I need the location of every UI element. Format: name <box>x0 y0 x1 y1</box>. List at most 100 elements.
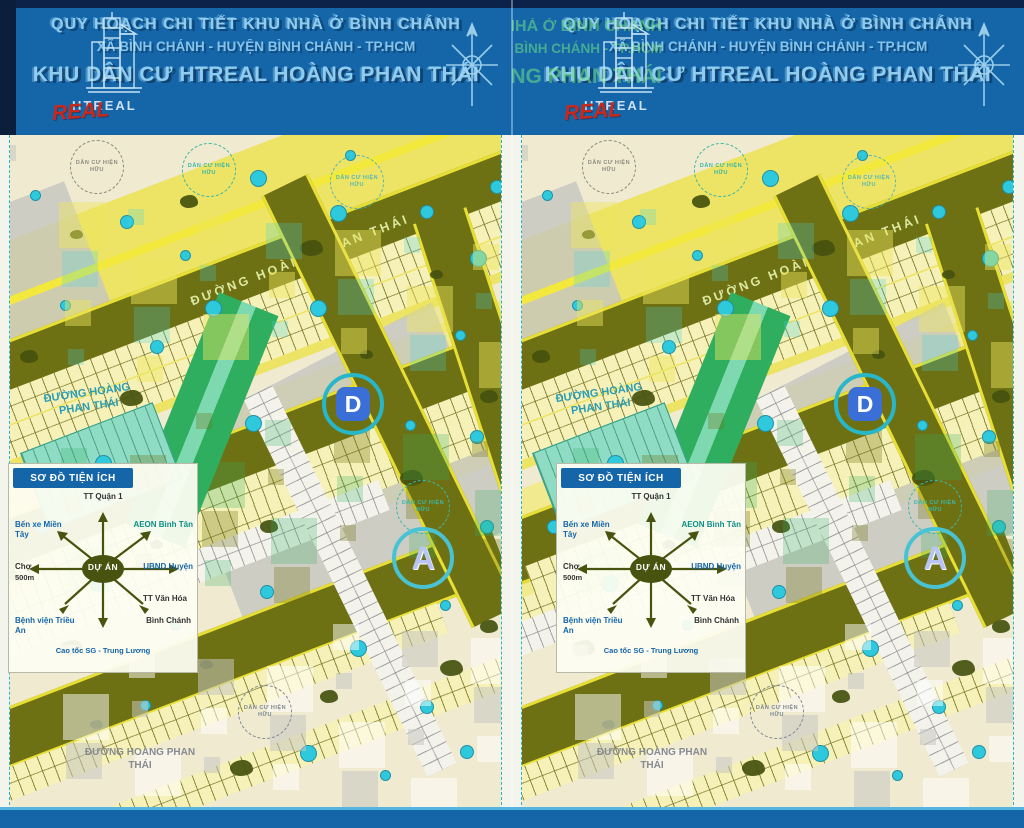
bush-icon <box>532 350 550 363</box>
logo-wordmark: HTREAL <box>72 98 137 113</box>
zone-circle: DÂN CƯ HIỆN HỮU <box>694 143 748 197</box>
project-marker: DỰ ÁN <box>87 562 119 572</box>
tree-icon <box>932 205 946 219</box>
compass-rose-icon <box>446 21 498 106</box>
zone-circle: DÂN CƯ HIỆN HỮU <box>182 143 236 197</box>
landmark-center-right: TT Văn Hóa <box>142 594 187 603</box>
title-line-1: QUY HOẠCH CHI TIẾT KHU NHÀ Ở BÌNH CHÁNH <box>563 16 973 33</box>
landmark-northwest: Bến xe Miền Tây <box>15 520 62 539</box>
tree-icon <box>972 745 986 759</box>
tree-icon <box>350 640 367 657</box>
glitch-tile <box>411 778 457 810</box>
bush-icon <box>180 195 198 208</box>
bush-icon <box>230 760 253 777</box>
bush-icon <box>742 760 765 777</box>
bush-icon <box>120 390 143 407</box>
tree-icon <box>917 420 928 431</box>
title-line-3: KHU DÂN CƯ HTREAL HOÀNG PHAN THÁI <box>32 63 480 86</box>
bush-icon <box>300 240 323 257</box>
bush-icon <box>20 350 38 363</box>
landmark-north: TT Quận 1 <box>83 492 123 501</box>
tree-icon <box>310 300 327 317</box>
landmark-southwest: Bệnh viện Triều An <box>563 616 623 635</box>
tree-icon <box>140 700 151 711</box>
landmark-west: Chợ <box>15 562 32 571</box>
glitch-tile <box>989 736 1015 762</box>
logo-accent-red: REAL <box>51 98 110 125</box>
landmark-northeast: AEON Bình Tân <box>133 520 193 529</box>
bush-icon <box>440 660 463 677</box>
bush-icon <box>480 390 498 403</box>
bush-icon <box>582 230 595 240</box>
bush-icon <box>360 350 373 360</box>
glitch-tile <box>923 778 969 810</box>
tree-icon <box>992 520 1006 534</box>
tree-icon <box>250 170 267 187</box>
project-marker: DỰ ÁN <box>635 562 667 572</box>
tree-icon <box>470 430 484 444</box>
poster-title: QUY HOẠCH CHI TIẾT KHU NHÀ Ở BÌNH CHÁNH … <box>30 16 482 87</box>
road-name-label-gray: ĐƯỜNG HOÀNG PHAN THÁI <box>84 747 196 771</box>
zone-circle: DÂN CƯ HIỆN HỮU <box>908 480 962 534</box>
tree-icon <box>245 415 262 432</box>
tree-icon <box>862 640 879 657</box>
bush-icon <box>200 660 213 670</box>
direction-arrows-icon <box>577 512 727 628</box>
zone-circle: DÂN CƯ HIỆN HỮU <box>330 155 384 209</box>
tree-icon <box>205 300 222 317</box>
developer-logo: HTREAL REAL <box>563 12 700 130</box>
tree-icon <box>260 585 274 599</box>
tree-icon <box>420 205 434 219</box>
bush-icon <box>942 270 955 280</box>
tree-icon <box>380 770 391 781</box>
tree-icon <box>542 190 553 201</box>
compass-rose-icon <box>958 21 1010 106</box>
direction-arrows-icon <box>29 512 179 628</box>
tree-icon <box>30 190 41 201</box>
bush-icon <box>872 350 885 360</box>
landmark-west-distance: 500m <box>15 573 35 582</box>
landmark-northwest: Bến xe Miền Tây <box>563 520 610 539</box>
bush-icon <box>430 270 443 280</box>
tree-icon <box>772 585 786 599</box>
tree-icon <box>460 745 474 759</box>
poster-panel: QUY HOẠCH CHI TIẾT KHU NHÀ Ở BÌNH CHÁNH … <box>512 0 1024 828</box>
tree-icon <box>180 250 191 261</box>
tree-icon <box>470 250 487 267</box>
tree-icon <box>405 420 416 431</box>
header-band: QUY HOẠCH CHI TIẾT KHU NHÀ Ở BÌNH CHÁNH … <box>512 0 1024 135</box>
bush-icon <box>632 390 655 407</box>
bush-icon <box>90 720 103 730</box>
landmark-south: Cao tốc SG - Trung Lương <box>603 646 699 655</box>
tree-icon <box>842 205 859 222</box>
zone-circle: DÂN CƯ HIỆN HỮU <box>750 685 804 739</box>
header-top-stripe <box>0 0 512 8</box>
edge-strip-right <box>501 135 512 810</box>
tree-icon <box>812 745 829 762</box>
landmark-southeast: Bình Chánh <box>146 616 191 625</box>
amenity-inset: SƠ ĐỒ TIỆN ÍCH DỰ ÁN TT Quận 1 Bến xe Mi… <box>556 463 746 673</box>
zone-circle: DÂN CƯ HIỆN HỮU <box>396 480 450 534</box>
landmark-east: UBND Huyện <box>143 562 193 571</box>
block-letter-a: A <box>904 527 966 589</box>
zone-circle: DÂN CƯ HIỆN HỮU <box>70 140 124 194</box>
tree-icon <box>892 770 903 781</box>
tree-icon <box>652 700 663 711</box>
bush-icon <box>772 520 790 533</box>
bush-icon <box>480 620 498 633</box>
title-line-3: KHU DÂN CƯ HTREAL HOÀNG PHAN THÁI <box>544 63 992 86</box>
header-band: QUY HOẠCH CHI TIẾT KHU NHÀ Ở BÌNH CHÁNH … <box>0 0 512 135</box>
tree-icon <box>440 600 451 611</box>
road-name-label-gray: ĐƯỜNG HOÀNG PHAN THÁI <box>596 747 708 771</box>
tree-icon <box>572 300 583 311</box>
amenity-inset: SƠ ĐỒ TIỆN ÍCH DỰ ÁN TT Quận 1 Bến xe Mi… <box>8 463 198 673</box>
panel-seam <box>511 0 513 828</box>
poster-panel: QUY HOẠCH CHI TIẾT KHU NHÀ Ở BÌNH CHÁNH … <box>0 0 512 810</box>
bush-icon <box>692 195 710 208</box>
bush-icon <box>602 720 615 730</box>
tree-icon <box>150 340 164 354</box>
tree-icon <box>662 340 676 354</box>
tree-icon <box>757 415 774 432</box>
landmark-northeast: AEON Bình Tân <box>681 520 741 529</box>
developer-logo: HTREAL REAL <box>51 12 188 130</box>
